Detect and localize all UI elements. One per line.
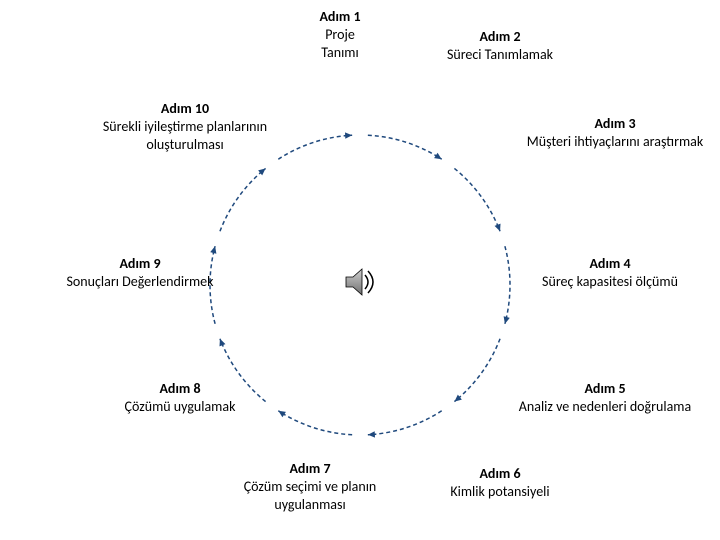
step-2: Adım 2Süreci Tanımlamak [420, 28, 580, 64]
step-10: Adım 10Sürekli iyileştirme planlarının o… [70, 100, 300, 155]
step-7-title: Adım 7 [210, 460, 410, 478]
step-3-desc: Müşteri ihtiyaçlarını araştırmak [510, 133, 720, 151]
step-2-title: Adım 2 [420, 28, 580, 46]
step-6-title: Adım 6 [420, 465, 580, 483]
step-3: Adım 3Müşteri ihtiyaçlarını araştırmak [510, 115, 720, 151]
step-8: Adım 8Çözümü uygulamak [90, 380, 270, 416]
step-4-title: Adım 4 [520, 255, 700, 273]
step-1-title: Adım 1 [300, 8, 380, 26]
step-4: Adım 4Süreç kapasitesi ölçümü [520, 255, 700, 291]
step-7: Adım 7Çözüm seçimi ve planın uygulanması [210, 460, 410, 515]
step-9-title: Adım 9 [60, 255, 220, 273]
cycle-diagram: Adım 1ProjeTanımı Adım 2Süreci Tanımlamak… [0, 0, 720, 540]
step-9: Adım 9Sonuçları Değerlendirmek [60, 255, 220, 291]
step-10-desc: Sürekli iyileştirme planlarının oluşturu… [70, 118, 300, 154]
step-8-desc: Çözümü uygulamak [90, 398, 270, 416]
step-2-desc: Süreci Tanımlamak [420, 46, 580, 64]
step-5-title: Adım 5 [500, 380, 710, 398]
step-1: Adım 1ProjeTanımı [300, 8, 380, 63]
step-5: Adım 5Analiz ve nedenleri doğrulama [500, 380, 710, 416]
step-5-desc: Analiz ve nedenleri doğrulama [500, 398, 710, 416]
step-6: Adım 6Kimlik potansiyeli [420, 465, 580, 501]
step-10-title: Adım 10 [70, 100, 300, 118]
step-3-title: Adım 3 [510, 115, 720, 133]
step-4-desc: Süreç kapasitesi ölçümü [520, 273, 700, 291]
step-7-desc: Çözüm seçimi ve planın uygulanması [210, 478, 410, 514]
step-8-title: Adım 8 [90, 380, 270, 398]
step-6-desc: Kimlik potansiyeli [420, 483, 580, 501]
speaker-icon [340, 262, 380, 302]
step-1-desc: ProjeTanımı [300, 26, 380, 62]
step-9-desc: Sonuçları Değerlendirmek [60, 273, 220, 291]
